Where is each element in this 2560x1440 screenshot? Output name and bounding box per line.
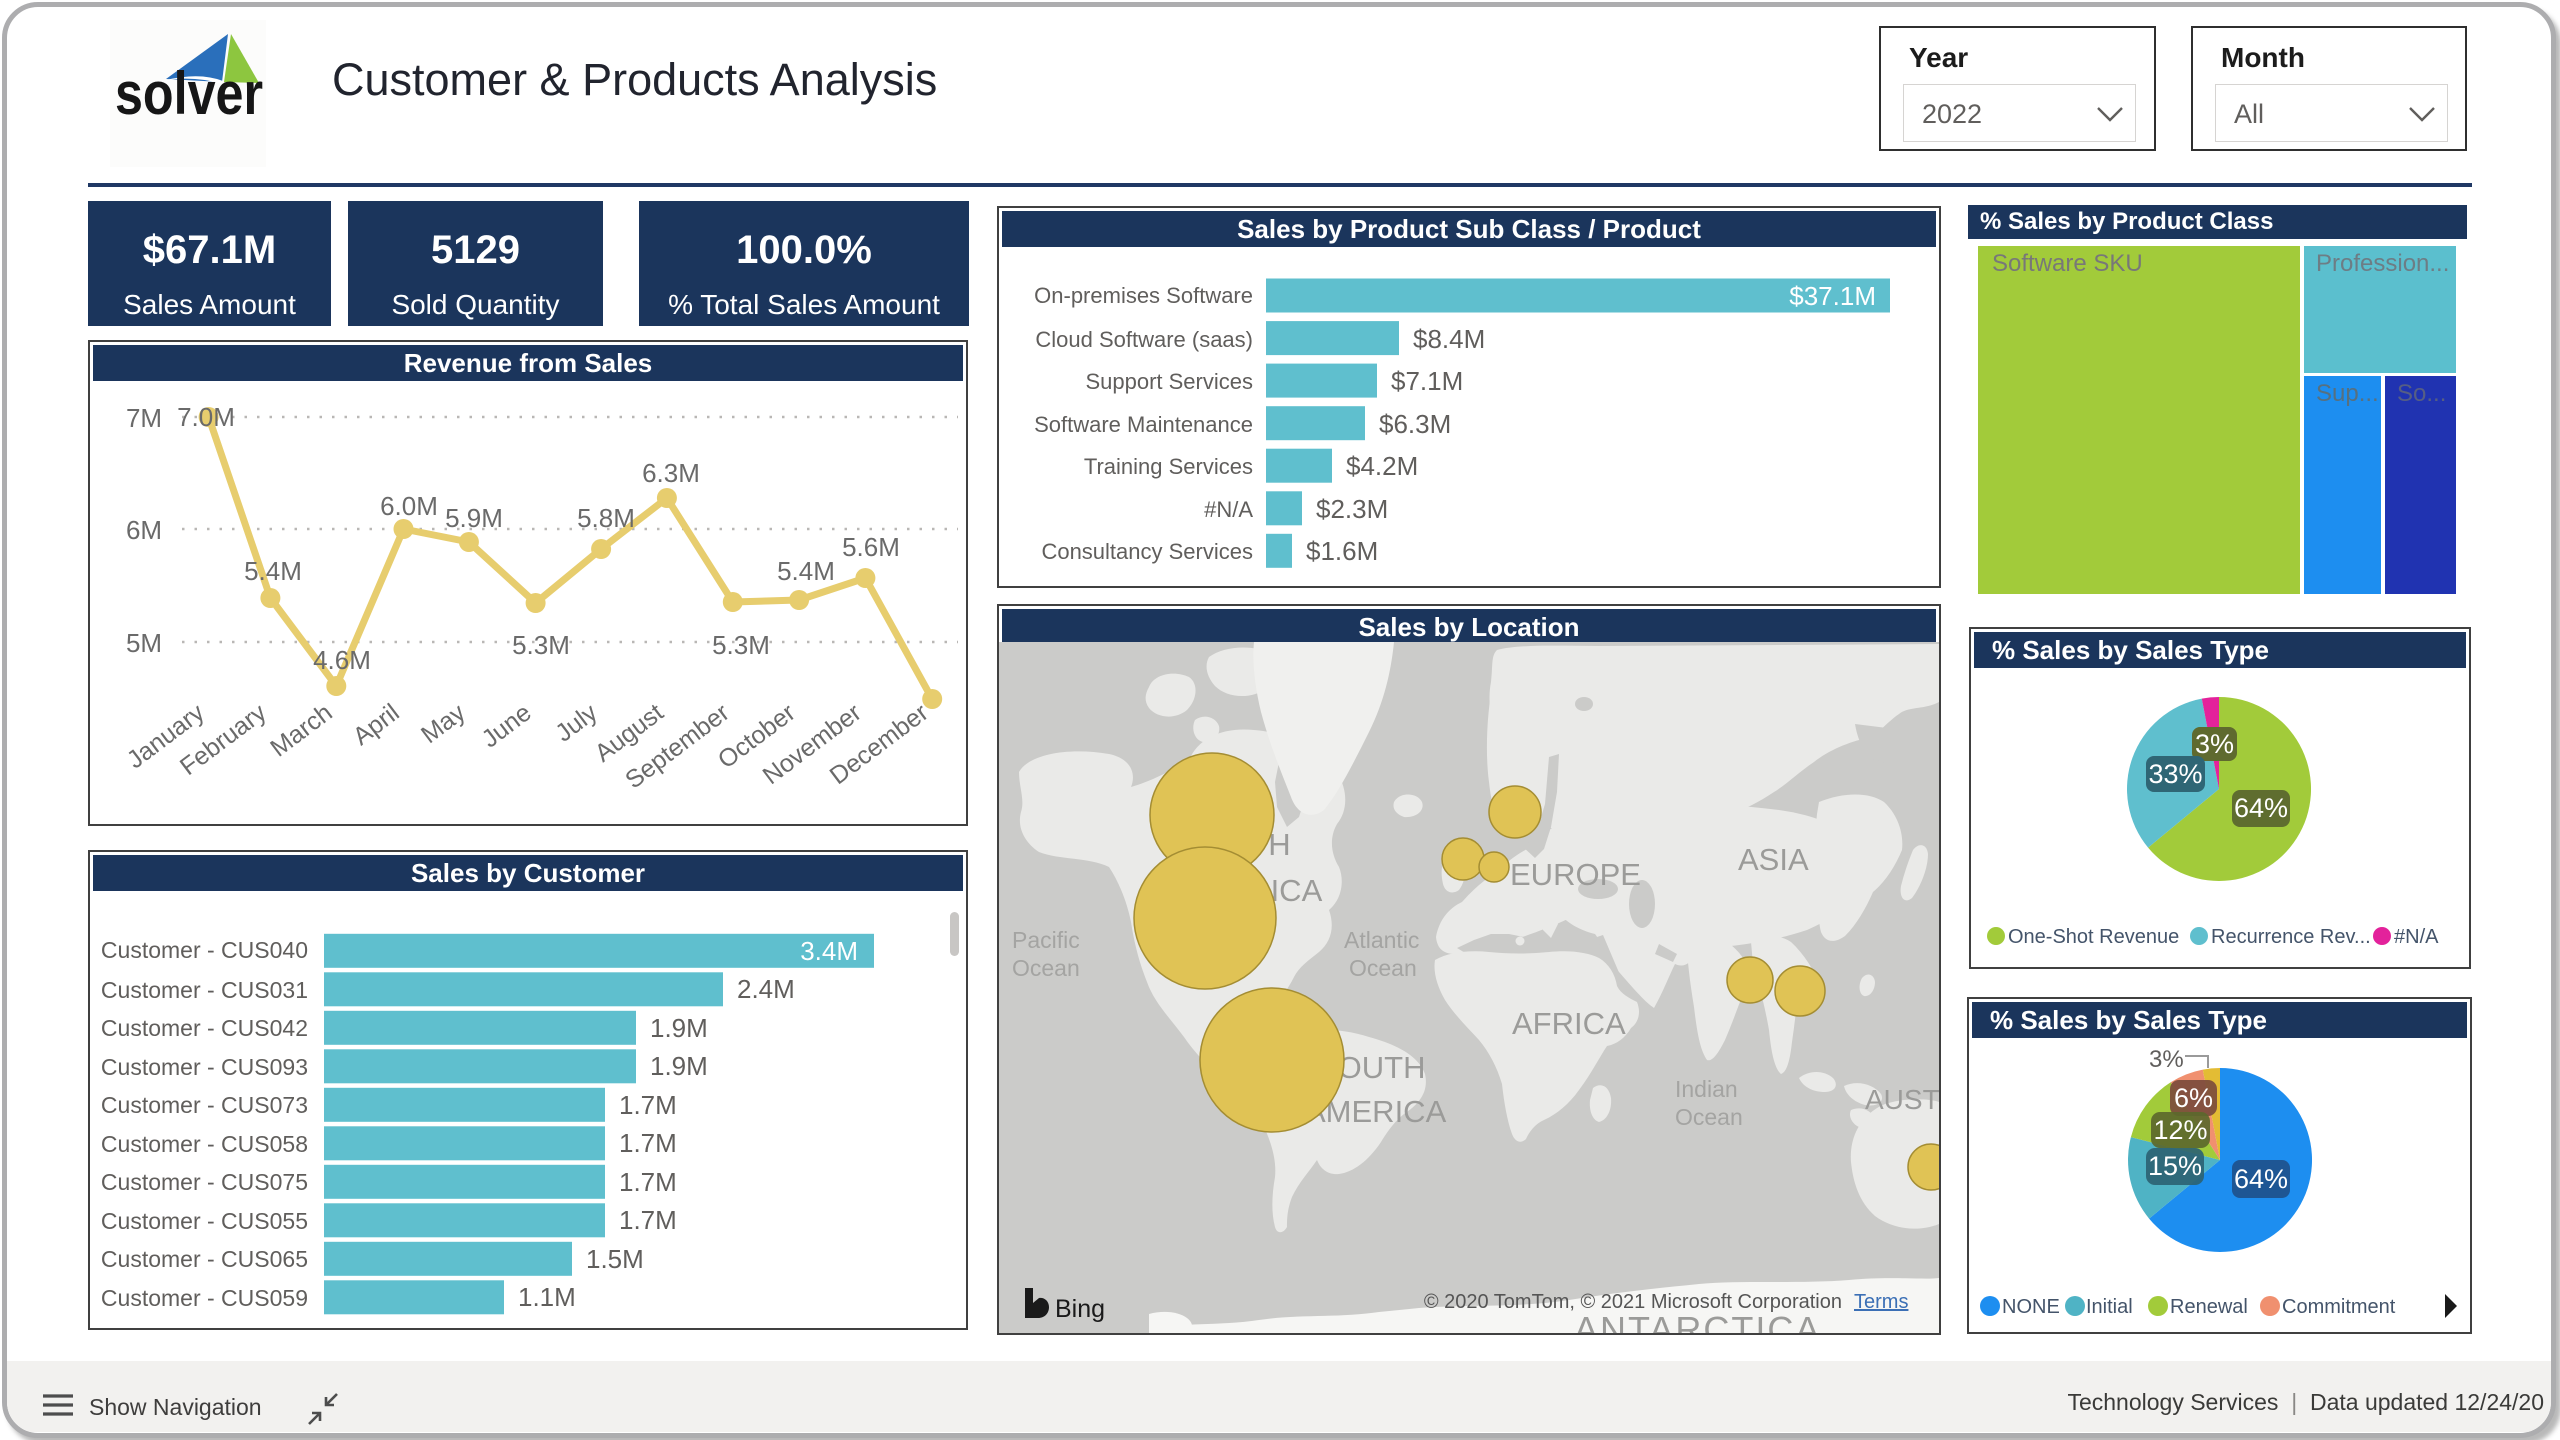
svg-text:3.4M: 3.4M <box>800 936 858 966</box>
svg-text:Bing: Bing <box>1055 1295 1105 1323</box>
svg-text:2.4M: 2.4M <box>737 974 795 1004</box>
svg-text:Customer - CUS055: Customer - CUS055 <box>101 1208 308 1234</box>
svg-text:June: June <box>476 698 536 753</box>
svg-text:5.6M: 5.6M <box>842 532 900 562</box>
svg-text:5.4M: 5.4M <box>777 556 835 586</box>
svg-text:Ocean: Ocean <box>1675 1104 1743 1130</box>
svg-text:March: March <box>265 698 337 762</box>
svg-text:One-Shot Revenue: One-Shot Revenue <box>2008 926 2179 948</box>
svg-text:Ocean: Ocean <box>1012 955 1080 981</box>
svg-text:April: April <box>348 698 405 750</box>
svg-text:Support Services: Support Services <box>1085 369 1253 394</box>
svg-text:#N/A: #N/A <box>1204 497 1253 522</box>
svg-text:1.1M: 1.1M <box>518 1282 576 1312</box>
svg-text:Customer - CUS040: Customer - CUS040 <box>101 937 308 963</box>
svg-text:5.9M: 5.9M <box>445 503 503 533</box>
svg-text:Training Services: Training Services <box>1084 454 1253 479</box>
svg-text:Customer - CUS093: Customer - CUS093 <box>101 1054 308 1080</box>
svg-text:$37.1M: $37.1M <box>1789 281 1876 311</box>
svg-text:$6.3M: $6.3M <box>1379 409 1451 439</box>
svg-text:$7.1M: $7.1M <box>1391 366 1463 396</box>
svg-text:1.5M: 1.5M <box>586 1244 644 1274</box>
svg-text:Commitment: Commitment <box>2282 1296 2396 1318</box>
svg-text:Ocean: Ocean <box>1349 955 1417 981</box>
svg-text:5.4M: 5.4M <box>244 556 302 586</box>
svg-text:Pacific: Pacific <box>1012 927 1080 953</box>
svg-text:© 2020 TomTom, © 2021 Microsof: © 2020 TomTom, © 2021 Microsoft Corporat… <box>1424 1291 1842 1313</box>
svg-text:Customer - CUS058: Customer - CUS058 <box>101 1131 308 1157</box>
svg-text:Indian: Indian <box>1675 1076 1738 1102</box>
svg-text:#N/A: #N/A <box>2394 926 2439 948</box>
svg-text:64%: 64% <box>2234 1164 2288 1194</box>
svg-text:$1.6M: $1.6M <box>1306 536 1378 566</box>
svg-text:1.7M: 1.7M <box>619 1128 677 1158</box>
svg-text:3%: 3% <box>2195 729 2234 759</box>
svg-text:May: May <box>416 698 471 749</box>
svg-text:Initial: Initial <box>2086 1296 2133 1318</box>
svg-text:3%: 3% <box>2149 1046 2184 1073</box>
svg-text:Consultancy Services: Consultancy Services <box>1041 539 1253 564</box>
svg-text:Recurrence Rev...: Recurrence Rev... <box>2211 926 2371 948</box>
svg-text:1.9M: 1.9M <box>650 1051 708 1081</box>
svg-text:5.3M: 5.3M <box>512 630 570 660</box>
svg-text:Customer - CUS073: Customer - CUS073 <box>101 1092 308 1118</box>
svg-text:$2.3M: $2.3M <box>1316 494 1388 524</box>
svg-text:33%: 33% <box>2148 759 2202 789</box>
svg-text:6.0M: 6.0M <box>380 491 438 521</box>
svg-text:AFRICA: AFRICA <box>1512 1006 1626 1041</box>
svg-text:$4.2M: $4.2M <box>1346 451 1418 481</box>
svg-text:AUSTRALIA: AUSTRALIA <box>1865 1084 1939 1115</box>
svg-text:Customer - CUS075: Customer - CUS075 <box>101 1169 308 1195</box>
svg-text:1.7M: 1.7M <box>619 1167 677 1197</box>
svg-text:1.9M: 1.9M <box>650 1013 708 1043</box>
svg-text:Renewal: Renewal <box>2170 1296 2248 1318</box>
svg-text:Customer - CUS065: Customer - CUS065 <box>101 1246 308 1272</box>
svg-text:On-premises Software: On-premises Software <box>1034 283 1253 308</box>
svg-text:Terms: Terms <box>1854 1291 1908 1313</box>
svg-text:6M: 6M <box>126 515 162 545</box>
svg-text:5.8M: 5.8M <box>577 503 635 533</box>
svg-text:5M: 5M <box>126 628 162 658</box>
svg-text:Atlantic: Atlantic <box>1344 927 1419 953</box>
svg-text:$8.4M: $8.4M <box>1413 324 1485 354</box>
svg-text:64%: 64% <box>2234 793 2288 823</box>
svg-text:4.6M: 4.6M <box>313 645 371 675</box>
svg-text:6.3M: 6.3M <box>642 458 700 488</box>
svg-text:1.7M: 1.7M <box>619 1205 677 1235</box>
svg-text:Customer - CUS059: Customer - CUS059 <box>101 1285 308 1311</box>
svg-text:6%: 6% <box>2174 1083 2213 1113</box>
svg-text:12%: 12% <box>2153 1115 2207 1145</box>
svg-text:1.7M: 1.7M <box>619 1090 677 1120</box>
svg-text:Customer - CUS031: Customer - CUS031 <box>101 977 308 1003</box>
svg-text:7.0M: 7.0M <box>177 402 235 432</box>
svg-text:ANTARCTICA: ANTARCTICA <box>1574 1309 1821 1333</box>
svg-text:solver: solver <box>115 60 263 127</box>
svg-text:Customer - CUS042: Customer - CUS042 <box>101 1015 308 1041</box>
svg-text:EUROPE: EUROPE <box>1510 857 1641 892</box>
svg-text:Software Maintenance: Software Maintenance <box>1034 412 1253 437</box>
svg-text:ASIA: ASIA <box>1738 842 1809 877</box>
svg-text:Cloud Software (saas): Cloud Software (saas) <box>1035 327 1253 352</box>
svg-text:NONE: NONE <box>2002 1296 2060 1318</box>
svg-text:5.3M: 5.3M <box>712 630 770 660</box>
svg-text:15%: 15% <box>2148 1151 2202 1181</box>
svg-text:7M: 7M <box>126 403 162 433</box>
